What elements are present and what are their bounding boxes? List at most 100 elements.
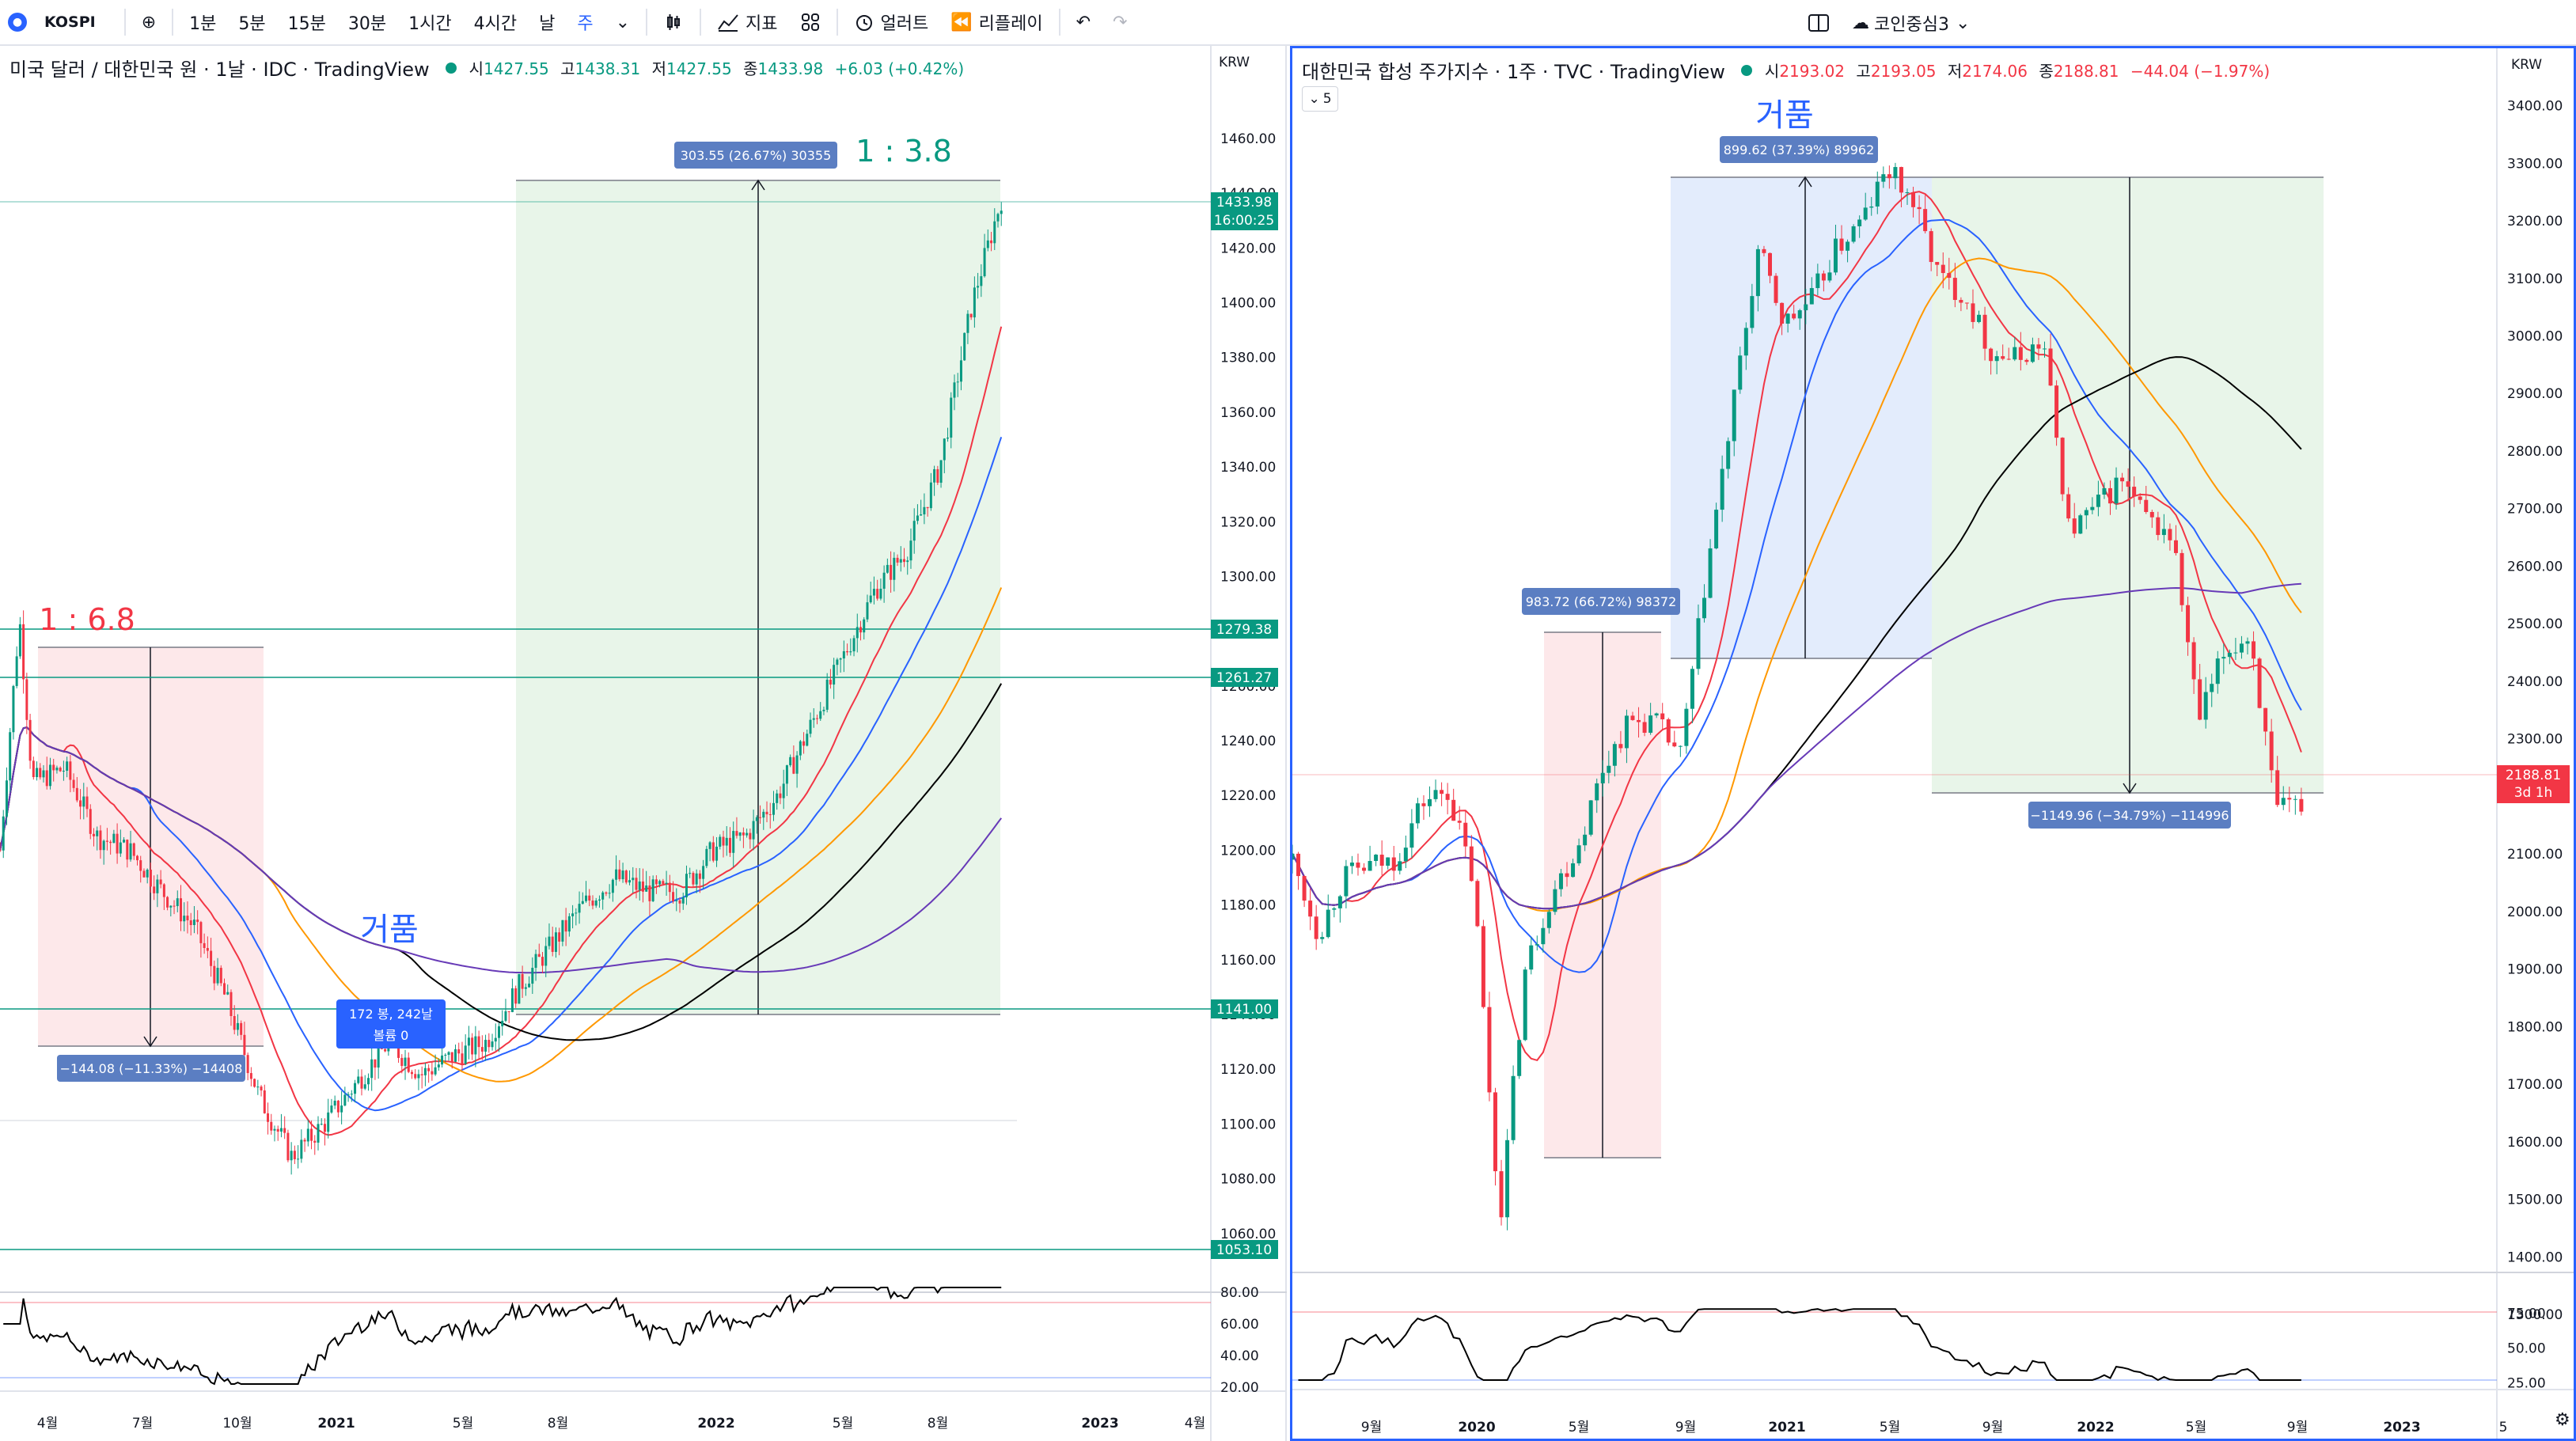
short-measure-arrow-head <box>143 1036 157 1048</box>
interval-4h[interactable]: 4시간 <box>473 14 518 34</box>
symbol-logo-icon: ● <box>8 13 27 32</box>
candle-body <box>410 1071 413 1075</box>
candle-body <box>819 711 822 719</box>
layout-split-icon[interactable] <box>1796 0 1841 46</box>
interval-day[interactable]: 날 <box>539 14 556 34</box>
candle-body <box>1780 302 1785 324</box>
candle-body <box>1690 669 1694 709</box>
candle-body <box>1743 328 1748 356</box>
left-chart-panel[interactable]: 1460.001440.001420.001400.001380.001360.… <box>0 46 1287 1441</box>
chart-type-candles-icon[interactable] <box>652 0 695 45</box>
candle-body <box>2006 358 2011 360</box>
candle-body <box>973 287 976 318</box>
candle-body <box>82 796 85 807</box>
candle-body <box>434 1067 437 1075</box>
candle-body <box>1571 863 1576 878</box>
candles <box>0 202 1003 1175</box>
replay-button[interactable]: ⏪ 리플레이 <box>939 0 1053 45</box>
settings-gear-icon[interactable]: ⚙ <box>2555 1410 2570 1430</box>
right-chart-panel[interactable]: 3400.00 3300.00 3200.00 3100.00 3000.00 2900.… <box>1290 46 2576 1441</box>
interval-week[interactable]: 주 <box>577 14 594 34</box>
short-measure-badge[interactable] <box>57 1055 245 1082</box>
time-axis[interactable]: 9월 2020 5월 9월 2021 5월 9월 2022 5월 9월 2023 5 <box>1361 1420 2508 1435</box>
interval-15m[interactable]: 15분 <box>287 14 326 34</box>
date-range-line1: 172 봉, 242날 <box>349 1007 433 1022</box>
left-chart-svg[interactable]: 1460.001440.001420.001400.001380.001360.… <box>0 46 1287 1441</box>
candle-body <box>1851 226 1856 242</box>
candle-body <box>936 468 939 483</box>
candle-body <box>414 1074 417 1079</box>
price-tick-label: 2900.00 <box>2507 386 2563 402</box>
price-axis[interactable]: 3400.00 3300.00 3200.00 3100.00 3000.00 2900.… <box>2507 99 2563 1323</box>
layout-name-button[interactable]: ☁ 코인중심3 ⌄ <box>1841 0 1981 46</box>
candle-body <box>822 709 825 711</box>
long-measure-badge[interactable] <box>674 142 837 169</box>
candle-body <box>856 627 859 639</box>
right-legend[interactable]: 대한민국 합성 주가지수 · 1주 · TVC · TradingView 시2… <box>1302 56 2270 84</box>
interval-1m[interactable]: 1분 <box>189 14 217 34</box>
price-tick-label: 1080.00 <box>1220 1172 1276 1188</box>
indicators-button[interactable]: 지표 <box>706 0 788 45</box>
ratio-long-label[interactable]: 1 : 3.8 <box>856 134 952 169</box>
candle-body <box>605 892 608 894</box>
candle-body <box>1911 192 1916 207</box>
candle-body <box>759 817 762 818</box>
time-tick-label: 5월 <box>453 1416 473 1432</box>
currency-label[interactable]: KRW <box>2511 57 2542 73</box>
candle-body <box>9 732 12 781</box>
currency-label[interactable]: KRW <box>1219 55 1250 70</box>
hline-label-1053: 1053.10 <box>1216 1242 1272 1258</box>
templates-grid-icon[interactable] <box>789 0 832 45</box>
left-legend[interactable]: 미국 달러 / 대한민국 원 · 1날 · IDC · TradingView … <box>9 54 964 82</box>
candle-body <box>2013 347 2017 360</box>
drop-measure-badge[interactable] <box>2028 802 2231 829</box>
interval-1h[interactable]: 1시간 <box>408 14 452 34</box>
price-axis[interactable]: 1460.001440.001420.001400.001380.001360.… <box>1220 131 1276 1242</box>
moving-average-line <box>0 326 1003 1136</box>
ratio-short-label[interactable]: 1 : 6.8 <box>39 602 135 637</box>
candle-body <box>343 1094 347 1106</box>
candle-body <box>1929 231 1933 263</box>
toolbar-divider <box>700 9 702 36</box>
candle-body <box>1881 174 1886 182</box>
candle-body <box>531 968 534 984</box>
candle-body <box>621 870 624 880</box>
add-symbol-icon[interactable]: ⊕ <box>141 12 157 32</box>
candle-body <box>159 879 162 885</box>
candle-body <box>89 809 92 834</box>
candle-body <box>1839 238 1844 251</box>
indicators-collapse-button[interactable]: ⌄ 5 <box>1302 86 1338 112</box>
symbol-search-button[interactable]: KOSPI <box>44 13 96 31</box>
redo-icon[interactable]: ↷ <box>1113 12 1128 32</box>
interval-5m[interactable]: 5분 <box>238 14 266 34</box>
date-range-badge[interactable] <box>336 999 446 1049</box>
undo-icon[interactable]: ↶ <box>1076 12 1091 32</box>
interval-dropdown-chevron-down-icon[interactable]: ⌄ <box>615 12 631 32</box>
price-tick-label: 1800.00 <box>2507 1019 2563 1035</box>
candle-body <box>1511 1075 1516 1140</box>
candle-body <box>886 564 889 573</box>
right-chart-svg[interactable]: 3400.00 3300.00 3200.00 3100.00 3000.00 2900.… <box>1292 48 2574 1439</box>
recovery-measure-badge[interactable] <box>1522 588 1680 615</box>
bubble-label[interactable]: 거품 <box>360 912 419 948</box>
candle-body <box>548 936 551 946</box>
time-tick-label: 2021 <box>317 1416 355 1432</box>
candle-body <box>226 992 230 995</box>
candle-body <box>2215 658 2220 684</box>
rsi-axis: 80.00 60.00 40.00 20.00 <box>1220 1285 1259 1396</box>
candle-body <box>336 1100 340 1113</box>
candle-body <box>333 1100 336 1106</box>
candle-body <box>48 764 51 787</box>
alert-button[interactable]: 얼러트 <box>843 0 940 45</box>
candle-body <box>863 619 866 633</box>
candle-body <box>206 947 209 951</box>
bubble-label[interactable]: 거품 <box>1755 97 1814 134</box>
left-ohlc: 시1427.55 고1438.31 저1427.55 종1433.98 +6.0… <box>469 59 965 78</box>
rally-measure-badge[interactable] <box>1720 136 1878 163</box>
candle-body <box>2281 798 2286 806</box>
candle-body <box>366 1078 370 1085</box>
time-axis[interactable]: 4월 7월 10월 2021 5월 8월 2022 5월 8월 2023 4월 <box>37 1416 1205 1432</box>
candle-body <box>1982 314 1987 349</box>
candle-body <box>719 836 722 847</box>
interval-30m[interactable]: 30분 <box>347 14 387 34</box>
